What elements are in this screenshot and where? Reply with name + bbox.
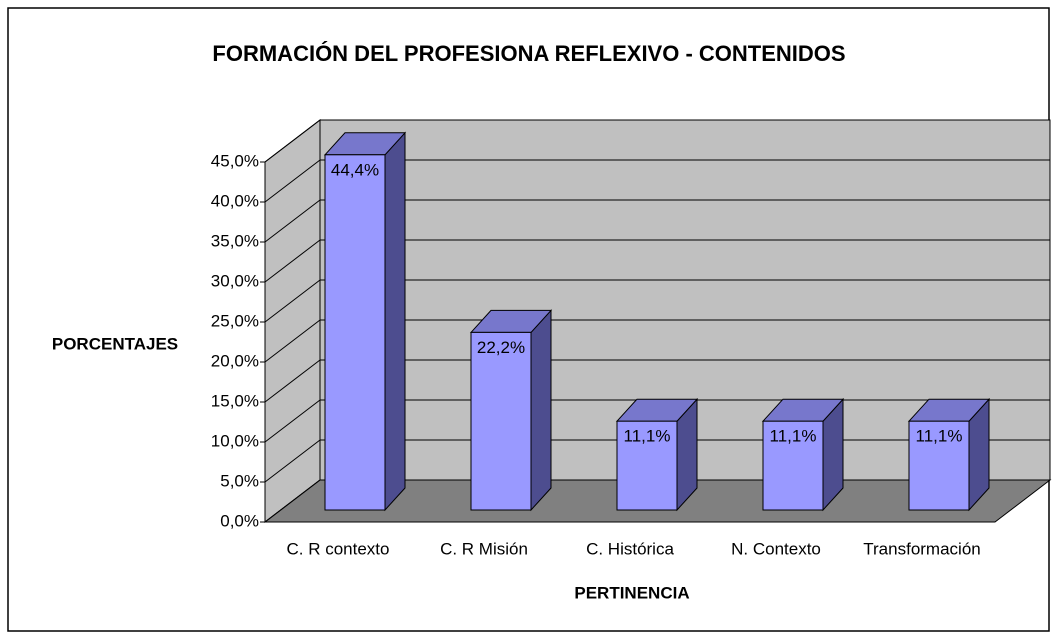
bar [908,420,970,511]
grid-line [264,159,321,203]
bar-side [530,309,552,512]
x-tick-label: C. Histórica [586,539,674,558]
data-label: 11,1% [770,427,817,446]
y-tick-label: 35,0% [211,231,259,250]
grid-line [264,439,321,483]
bar [470,331,532,511]
x-tick-label: N. Contexto [731,539,821,558]
bar [616,420,678,511]
data-label: 11,1% [624,427,671,446]
grid-line [264,399,321,443]
grid-line [264,319,321,363]
grid-line [264,479,321,523]
y-tick-label: 10,0% [211,431,259,450]
chart-title: FORMACIÓN DEL PROFESIONA REFLEXIVO - CON… [212,41,845,66]
y-tick-label: 15,0% [211,391,259,410]
y-tick-label: 45,0% [211,151,259,170]
x-tick-label: C. R Misión [440,539,528,558]
grid-line [264,199,321,243]
grid-line [264,119,321,163]
grid-line [264,359,321,403]
bar [324,154,386,511]
x-tick-label: C. R contexto [287,539,390,558]
bar [762,420,824,511]
grid-line [264,239,321,283]
x-tick-label: Transformación [863,539,980,558]
y-tick-label: 25,0% [211,311,259,330]
side-wall [264,118,321,524]
y-tick-label: 30,0% [211,271,259,290]
bar-side [384,131,406,512]
data-label: 22,2% [477,338,525,357]
grid-line [264,279,321,323]
y-tick-label: 5,0% [220,471,259,490]
data-label: 11,1% [916,427,963,446]
y-tick-label: 20,0% [211,351,259,370]
x-axis-title: PERTINENCIA [574,583,689,602]
y-tick-label: 40,0% [211,191,259,210]
y-tick-label: 0,0% [220,511,259,530]
data-label: 44,4% [331,160,379,179]
y-axis-title: PORCENTAJES [52,334,178,353]
